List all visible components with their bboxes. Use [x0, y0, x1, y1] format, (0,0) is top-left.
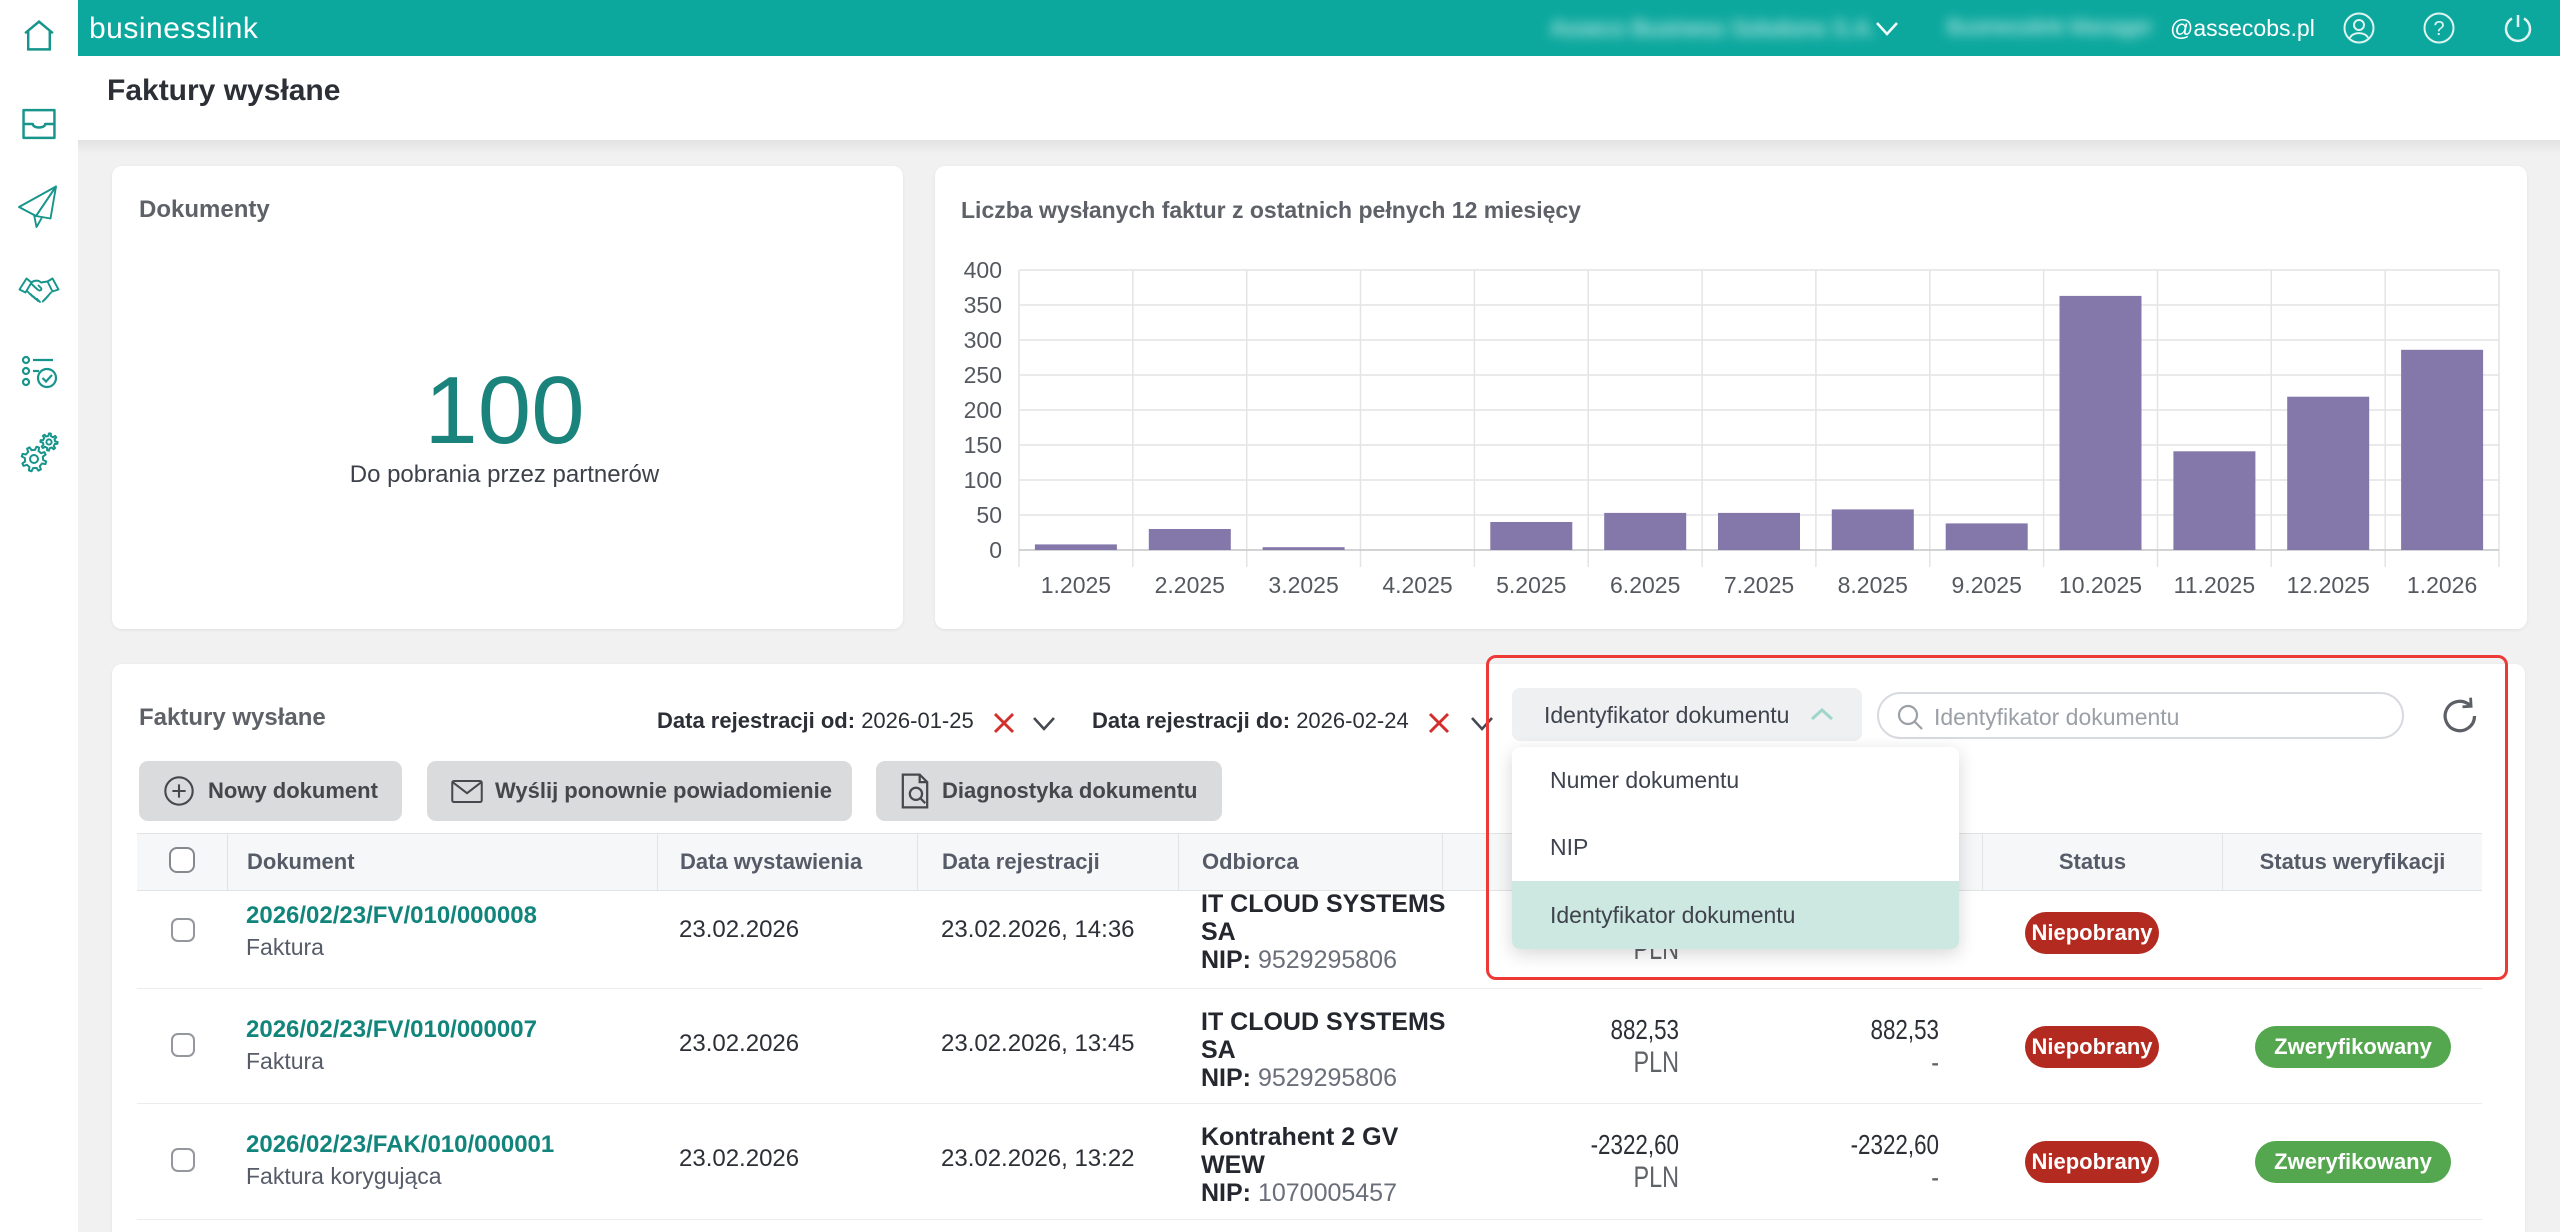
svg-text:100: 100: [964, 467, 1002, 493]
svg-text:?: ?: [2433, 18, 2444, 40]
svg-text:0: 0: [989, 537, 1002, 563]
svg-text:12.2025: 12.2025: [2287, 572, 2370, 598]
svg-text:150: 150: [964, 432, 1002, 458]
svg-text:2.2025: 2.2025: [1155, 572, 1225, 598]
svg-text:1.2025: 1.2025: [1041, 572, 1111, 598]
svg-text:350: 350: [964, 292, 1002, 318]
svg-text:50: 50: [976, 502, 1002, 528]
svg-text:9.2025: 9.2025: [1952, 572, 2022, 598]
svg-text:10.2025: 10.2025: [2059, 572, 2142, 598]
svg-text:300: 300: [964, 327, 1002, 353]
svg-text:200: 200: [964, 397, 1002, 423]
svg-text:250: 250: [964, 362, 1002, 388]
svg-text:4.2025: 4.2025: [1382, 572, 1452, 598]
svg-text:7.2025: 7.2025: [1724, 572, 1794, 598]
svg-text:11.2025: 11.2025: [2174, 572, 2255, 598]
svg-text:1.2026: 1.2026: [2407, 572, 2477, 598]
svg-text:400: 400: [964, 257, 1002, 283]
svg-text:5.2025: 5.2025: [1496, 572, 1566, 598]
svg-text:6.2025: 6.2025: [1610, 572, 1680, 598]
svg-text:3.2025: 3.2025: [1268, 572, 1338, 598]
svg-text:8.2025: 8.2025: [1838, 572, 1908, 598]
